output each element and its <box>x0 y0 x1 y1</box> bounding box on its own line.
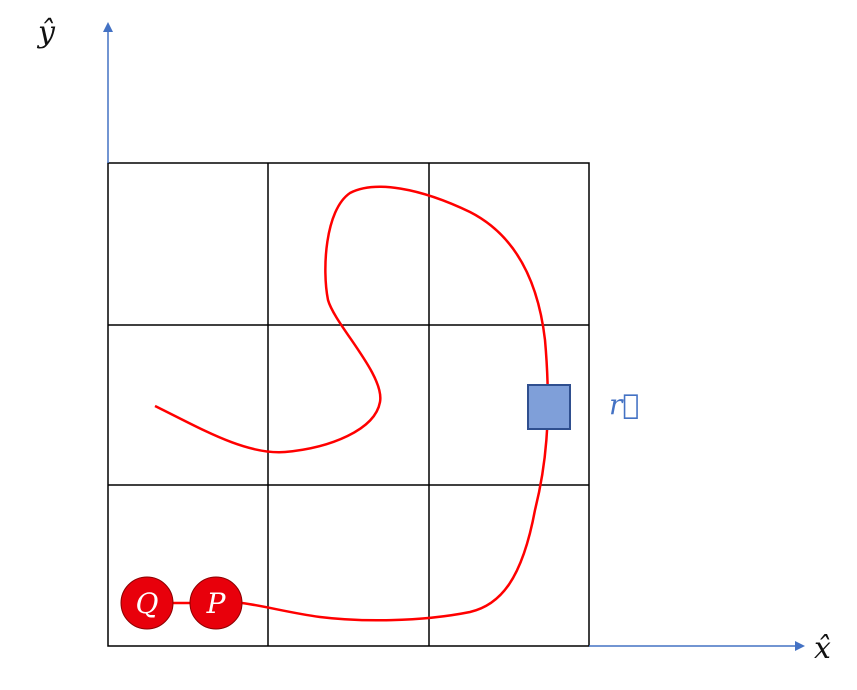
x-axis-label: x̂ <box>814 631 831 666</box>
node-q: Q <box>120 576 174 630</box>
trajectory-path <box>154 185 550 622</box>
position-marker <box>527 384 571 430</box>
grid <box>107 162 590 647</box>
y-axis-label: ŷ <box>36 15 56 50</box>
node-q-circle <box>120 576 174 630</box>
node-p-circle <box>189 576 243 630</box>
grid-border <box>107 162 590 647</box>
node-p: P <box>189 576 243 630</box>
node-q-label: Q <box>136 587 159 620</box>
node-p-label: P <box>206 587 227 620</box>
position-vector-label: r⃗ <box>609 388 639 421</box>
